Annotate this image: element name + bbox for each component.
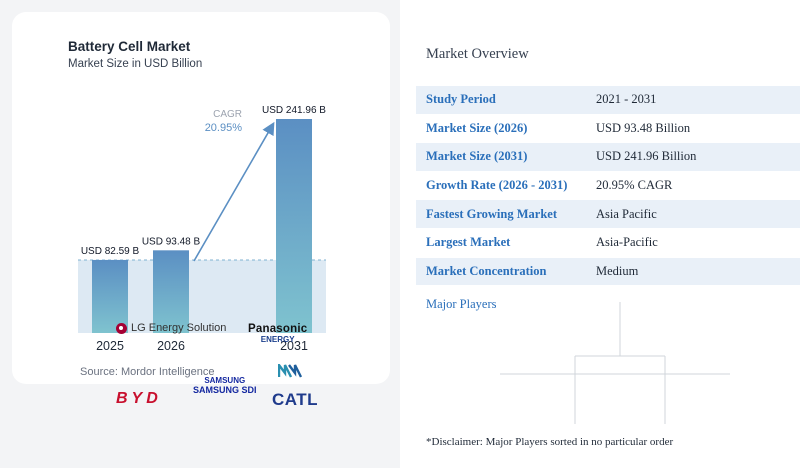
panasonic-logo-text: Panasonic — [248, 323, 308, 335]
panasonic-logo-subtext: ENERGY — [260, 335, 295, 344]
bar-chart: USD 82.59 B 2025 USD 93.48 B 2026 USD 241.96… — [78, 105, 326, 353]
samsung-logo-text: SAMSUNG — [204, 376, 246, 385]
disclaimer: *Disclaimer: Major Players sorted in no … — [426, 436, 674, 448]
overview-row: Market Size (2031) USD 241.96 Billion — [416, 143, 800, 172]
overview-row: Growth Rate (2026 - 2031) 20.95% CAGR — [416, 172, 800, 201]
overview-table: Study Period 2021 - 2031 Market Size (2026… — [416, 86, 800, 287]
overview-row-label: Market Concentration — [426, 263, 547, 278]
overview-row-value: Medium — [596, 263, 639, 278]
overview-row: Study Period 2021 - 2031 — [416, 86, 800, 115]
cagr-value: 20.95% — [205, 122, 243, 134]
samsung-sdi-logo: SAMSUNG SAMSUNG SDI — [193, 376, 257, 395]
mordor-intelligence-logo-icon — [278, 364, 302, 378]
overview-row-value: 20.95% CAGR — [596, 178, 673, 193]
x-tick-label: 2031 — [280, 339, 308, 353]
overview-row: Largest Market Asia-Pacific — [416, 229, 800, 258]
bar-2031 — [276, 119, 312, 333]
x-tick-label: 2025 — [96, 339, 124, 353]
major-players-title: Major Players — [426, 297, 497, 311]
overview-row-label: Study Period — [426, 92, 496, 107]
bar-2025 — [92, 259, 128, 333]
overview-row-value: Asia-Pacific — [596, 235, 658, 250]
overview-row-label: Market Size (2026) — [426, 120, 528, 135]
x-tick-label: 2026 — [157, 339, 185, 353]
lg-energy-solution-logo: LG Energy Solution — [116, 322, 226, 334]
cagr-arrow — [193, 121, 275, 262]
bar-value-label: USD 82.59 B — [81, 246, 140, 257]
chart-subtitle: Market Size in USD Billion — [68, 58, 203, 70]
bar-2026 — [153, 250, 189, 333]
overview-row: Market Size (2026) USD 93.48 Billion — [416, 115, 800, 144]
bar-value-label: USD 93.48 B — [142, 236, 201, 247]
overview-row-label: Growth Rate (2026 - 2031) — [426, 178, 568, 193]
players-grid — [500, 302, 730, 424]
chart-source: Source: Mordor Intelligence — [80, 366, 215, 378]
overview-row-value: USD 241.96 Billion — [596, 149, 697, 164]
panasonic-energy-logo: Panasonic ENERGY — [248, 323, 307, 344]
overview-row-value: Asia Pacific — [596, 206, 657, 221]
overview-row-label: Market Size (2031) — [426, 149, 528, 164]
catl-logo: CATL — [272, 390, 319, 409]
overview-row-label: Largest Market — [426, 235, 511, 250]
byd-logo: BYD — [116, 390, 162, 407]
overview-row-value: USD 93.48 Billion — [596, 120, 691, 135]
overview-title: Market Overview — [426, 46, 529, 62]
market-overview-panel: Market Overview Study Period 2021 - 2031 M… — [400, 0, 800, 468]
cagr-label: CAGR — [213, 109, 242, 120]
overview-row: Market Concentration Medium — [416, 257, 800, 287]
bar-value-label: USD 241.96 B — [262, 105, 326, 116]
overview-row-label: Fastest Growing Market — [426, 206, 557, 221]
overview-row-value: 2021 - 2031 — [596, 92, 657, 107]
lg-circle-icon — [116, 322, 127, 334]
overview-row: Fastest Growing Market Asia Pacific — [416, 200, 800, 229]
lg-logo-text: LG Energy Solution — [131, 322, 227, 334]
chart-title: Battery Cell Market — [68, 39, 191, 54]
samsung-sdi-logo-text: SAMSUNG SDI — [193, 385, 257, 395]
